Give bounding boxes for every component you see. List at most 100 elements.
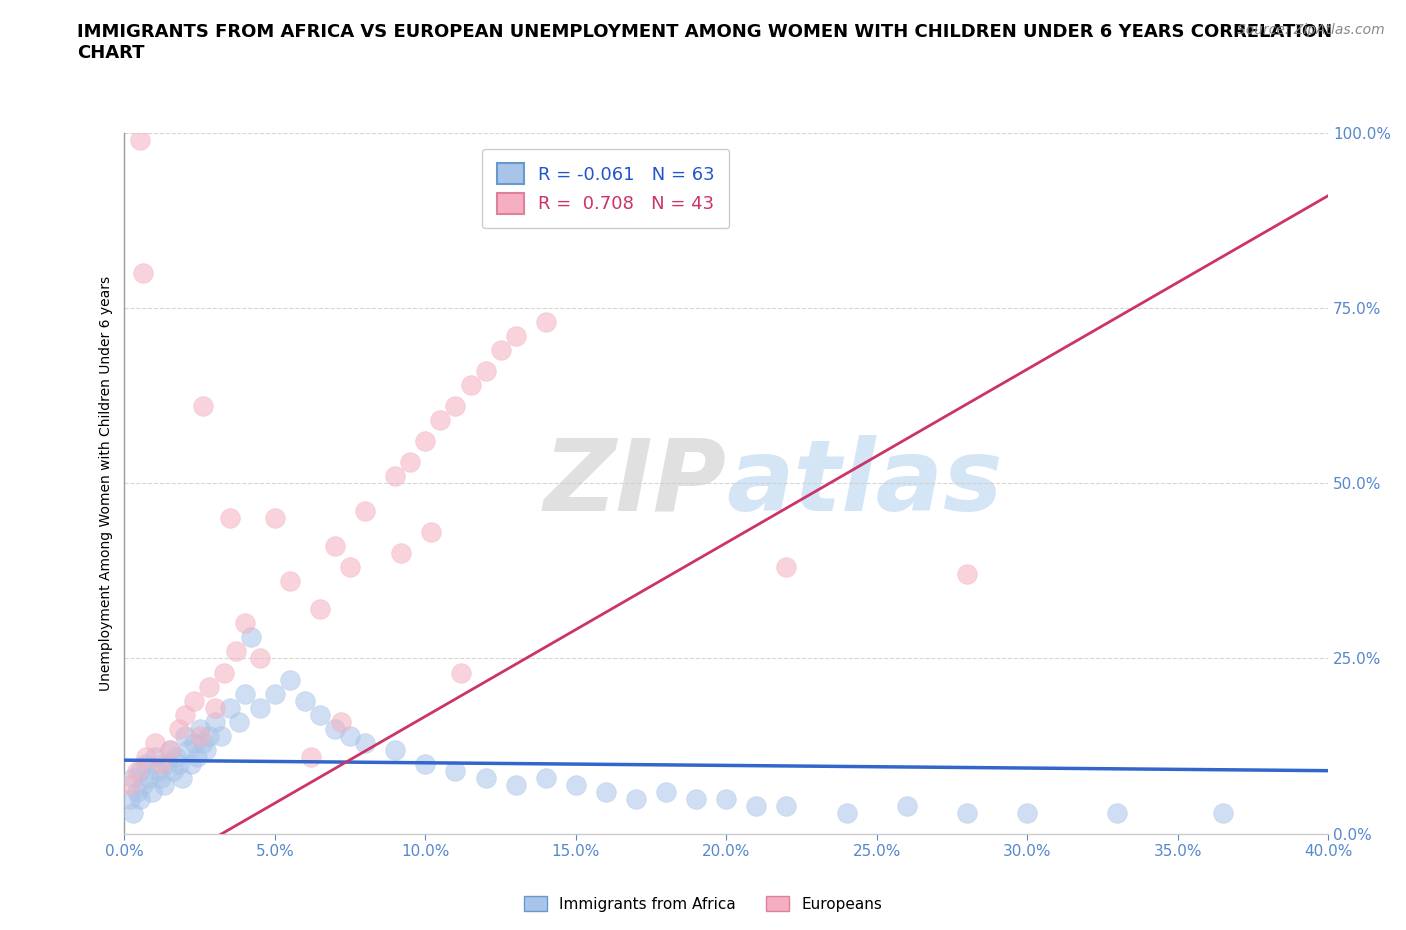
Point [155,756,177,771]
Point [239,630,262,644]
Point [128,791,150,806]
Point [197,728,219,743]
Point [624,791,647,806]
Point [225,644,247,659]
Point [595,784,617,799]
Point [173,728,195,743]
Text: atlas: atlas [727,434,1002,532]
Point [249,700,271,715]
Point [534,770,557,785]
Point [149,770,172,785]
Point [249,651,271,666]
Point [323,538,346,553]
Point [165,750,187,764]
Point [167,721,190,736]
Point [354,736,377,751]
Point [1017,805,1039,820]
Legend: R = -0.061   N = 63, R =  0.708   N = 43: R = -0.061 N = 63, R = 0.708 N = 43 [482,149,730,228]
Text: ZIP: ZIP [543,434,727,532]
Point [278,574,301,589]
Point [956,805,979,820]
Point [429,413,451,428]
Point [299,750,322,764]
Point [183,736,205,751]
Point [218,700,240,715]
Point [183,693,205,708]
Point [128,764,150,778]
Point [775,560,797,575]
Point [197,679,219,694]
Point [835,805,858,820]
Point [180,756,202,771]
Point [330,714,353,729]
Point [339,560,361,575]
Point [278,672,301,687]
Point [956,567,979,582]
Point [128,132,150,147]
Point [399,455,422,470]
Y-axis label: Unemployment Among Women with Children Under 6 years: Unemployment Among Women with Children U… [100,275,114,691]
Point [309,707,332,722]
Point [389,546,412,561]
Point [143,736,166,751]
Point [323,721,346,736]
Point [135,756,157,771]
Point [131,777,153,792]
Point [489,342,512,357]
Point [415,433,437,448]
Point [655,784,678,799]
Point [188,728,211,743]
Point [384,469,406,484]
Point [143,750,166,764]
Point [194,742,217,757]
Point [186,750,208,764]
Point [204,700,226,715]
Point [125,764,148,778]
Point [167,756,190,771]
Point [534,314,557,329]
Point [191,736,214,751]
Point [420,525,443,539]
Point [415,756,437,771]
Point [1107,805,1129,820]
Point [294,693,316,708]
Point [162,764,184,778]
Point [460,378,482,392]
Point [505,328,527,343]
Point [339,728,361,743]
Point [444,764,467,778]
Point [170,770,193,785]
Point [1212,805,1234,820]
Point [138,770,160,785]
Point [716,791,738,806]
Point [141,784,163,799]
Point [122,770,145,785]
Point [775,798,797,813]
Point [209,728,232,743]
Point [122,805,145,820]
Point [505,777,527,792]
Point [218,511,240,525]
Point [146,764,169,778]
Point [474,770,496,785]
Point [191,399,214,414]
Point [309,602,332,617]
Text: Source: ZipAtlas.com: Source: ZipAtlas.com [1237,23,1385,37]
Point [384,742,406,757]
Point [264,686,287,701]
Point [125,784,148,799]
Point [152,777,174,792]
Point [176,742,198,757]
Point [120,777,142,792]
Point [354,504,377,519]
Point [896,798,918,813]
Point [120,791,142,806]
Point [212,665,235,680]
Point [565,777,588,792]
Point [149,756,172,771]
Point [228,714,250,729]
Point [159,742,181,757]
Text: IMMIGRANTS FROM AFRICA VS EUROPEAN UNEMPLOYMENT AMONG WOMEN WITH CHILDREN UNDER : IMMIGRANTS FROM AFRICA VS EUROPEAN UNEMP… [77,23,1333,62]
Legend: Immigrants from Africa, Europeans: Immigrants from Africa, Europeans [517,889,889,918]
Point [188,721,211,736]
